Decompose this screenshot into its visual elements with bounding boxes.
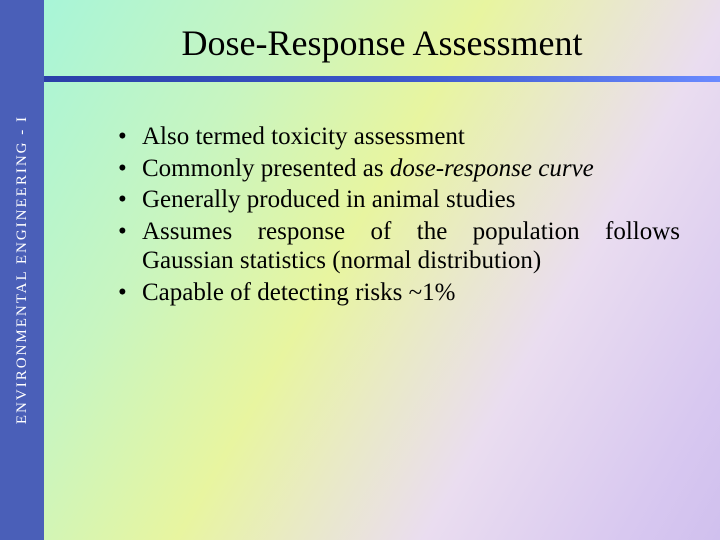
sidebar: ENVIRONMENTAL ENGINEERING - I (0, 0, 44, 540)
list-item: Capable of detecting risks ~1% (114, 278, 680, 308)
list-item: Also termed toxicity assessment (114, 122, 680, 152)
bullet-text: Generally produced in animal studies (142, 186, 516, 213)
list-item: Generally produced in animal studies (114, 185, 680, 215)
slide-body: Dose-Response Assessment Also termed tox… (44, 0, 720, 540)
bullet-text: Assumes response of the population follo… (142, 218, 680, 275)
list-item: Commonly presented as dose-response curv… (114, 154, 680, 184)
bullet-list: Also termed toxicity assessment Commonly… (114, 122, 680, 307)
bullet-italic: dose-response curve (390, 155, 594, 182)
sidebar-label: ENVIRONMENTAL ENGINEERING - I (14, 115, 31, 424)
bullet-text: Capable of detecting risks ~1% (142, 279, 455, 306)
list-item: Assumes response of the population follo… (114, 217, 680, 276)
slide-title: Dose-Response Assessment (44, 0, 720, 76)
bullet-text: Also termed toxicity assessment (142, 123, 465, 150)
bullet-text: Commonly presented as (142, 155, 390, 182)
slide-content: Also termed toxicity assessment Commonly… (44, 82, 720, 307)
